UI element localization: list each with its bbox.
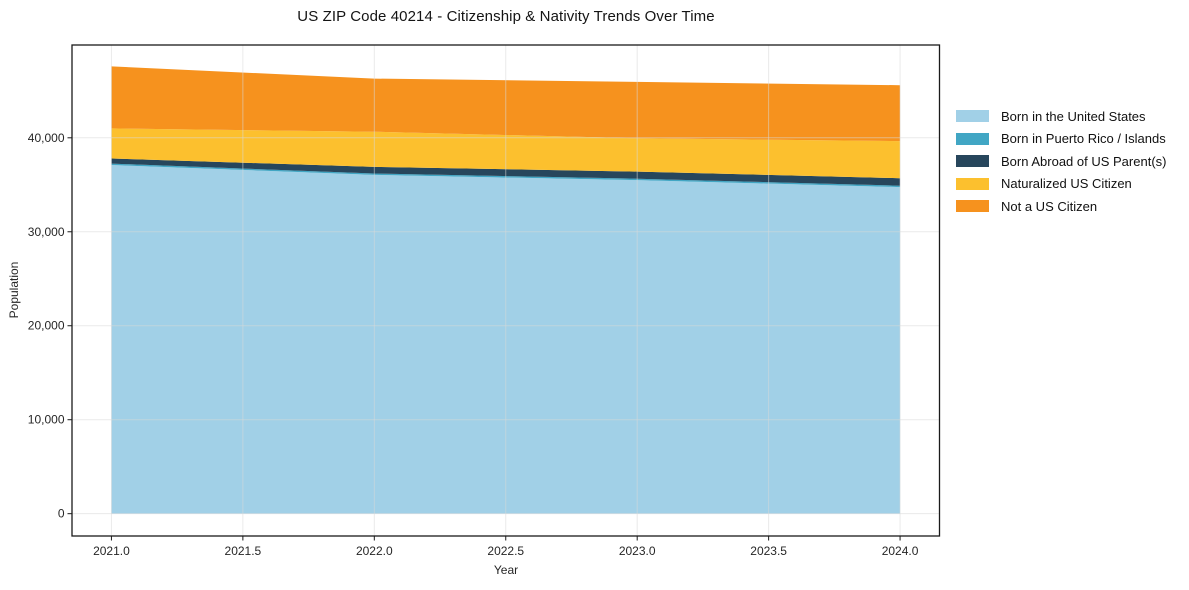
x-tick-label: 2022.5 bbox=[487, 544, 524, 558]
gridlines-group bbox=[72, 45, 940, 536]
legend-label: Naturalized US Citizen bbox=[1001, 176, 1132, 192]
legend-item-naturalized-us-citizen: Naturalized US Citizen bbox=[956, 173, 1166, 196]
legend-item-not-a-us-citizen: Not a US Citizen bbox=[956, 195, 1166, 218]
legend-swatch-born-in-puerto-rico-islands bbox=[956, 132, 989, 145]
legend-swatch-born-in-the-united-states bbox=[956, 110, 989, 123]
y-tick-label: 20,000 bbox=[28, 319, 65, 333]
x-tick-label: 2023.5 bbox=[750, 544, 787, 558]
legend-swatch-not-a-us-citizen bbox=[956, 200, 989, 213]
legend-item-born-in-the-united-states: Born in the United States bbox=[956, 105, 1166, 128]
y-tick-label: 40,000 bbox=[28, 131, 65, 145]
x-tick-label: 2023.0 bbox=[619, 544, 656, 558]
chart-legend: Born in the United States Born in Puerto … bbox=[956, 105, 1166, 218]
legend-item-born-abroad-of-us-parent-s: Born Abroad of US Parent(s) bbox=[956, 150, 1166, 173]
tick-labels-group: 2021.0 2021.5 2022.0 2022.5 2023.0 2023.5 2024… bbox=[28, 131, 919, 558]
tick-marks-group bbox=[67, 137, 901, 541]
chart-title: US ZIP Code 40214 - Citizenship & Nativi… bbox=[297, 8, 715, 25]
legend-item-born-in-puerto-rico-islands: Born in Puerto Rico / Islands bbox=[956, 128, 1166, 151]
y-tick-label: 0 bbox=[58, 507, 65, 521]
legend-label: Born in the United States bbox=[1001, 108, 1146, 124]
legend-swatch-born-abroad-of-us-parent-s bbox=[956, 155, 989, 168]
x-tick-label: 2021.5 bbox=[225, 544, 262, 558]
x-tick-label: 2022.0 bbox=[356, 544, 393, 558]
x-axis-label: Year bbox=[493, 563, 519, 577]
legend-swatch-naturalized-us-citizen bbox=[956, 177, 989, 190]
x-tick-label: 2021.0 bbox=[93, 544, 130, 558]
y-tick-label: 10,000 bbox=[28, 413, 65, 427]
legend-label: Born in Puerto Rico / Islands bbox=[1001, 131, 1166, 147]
y-tick-label: 30,000 bbox=[28, 225, 65, 239]
x-tick-label: 2024.0 bbox=[882, 544, 919, 558]
legend-label: Born Abroad of US Parent(s) bbox=[1001, 153, 1167, 169]
legend-label: Not a US Citizen bbox=[1001, 198, 1098, 214]
area-born-in-puerto-rico-islands bbox=[111, 163, 901, 188]
